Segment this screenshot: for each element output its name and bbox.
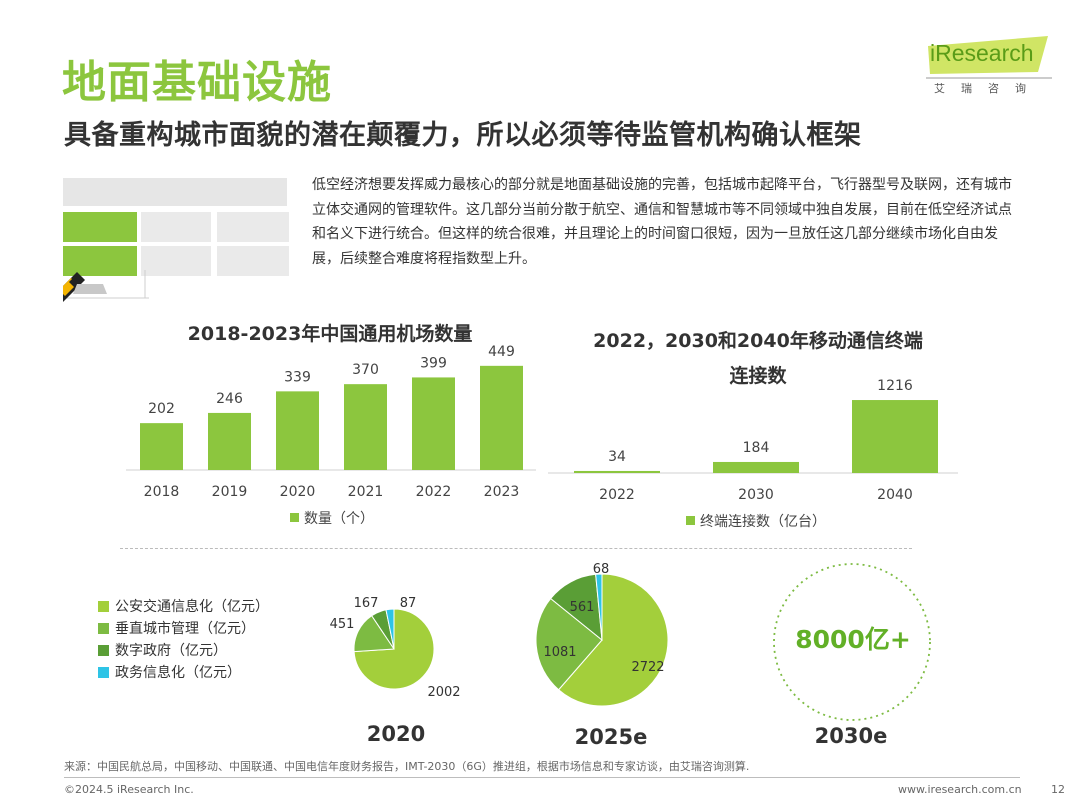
year-label-2025e: 2025e [574,725,648,749]
x-tick-label-2040: 2040 [877,487,913,503]
legend-swatch-gov [98,644,109,656]
bar-value-label-2022: 399 [420,355,447,371]
pie-label-2002: 2002 [427,685,460,700]
infrastructure-illustration [63,178,293,308]
page-number: 12 [1051,783,1065,796]
legend-item-traffic: 公安交通信息化（亿元） [98,596,269,616]
pie-slice-87 [385,608,395,650]
website-link[interactable]: www.iresearch.com.cn [898,783,1022,796]
iresearch-logo: iResearch 艾瑞咨询 [926,34,1052,98]
legend-label-city: 垂直城市管理（亿元） [115,621,255,637]
bar-value-label-2022: 34 [608,449,626,465]
pie-label-451: 451 [330,617,355,632]
legend-item-city: 垂直城市管理（亿元） [98,618,255,638]
year-label-2030e: 2030e [814,724,888,748]
airport-chart-title: 2018-2023年中国通用机场数量 [187,323,473,345]
bar-value-label-2030: 184 [743,440,770,456]
footer-divider [64,777,1020,778]
pie-chart-2025e: 2722 1081 561 68 [535,562,669,707]
barrier-icon [63,270,149,302]
x-tick-label-2023: 2023 [484,484,520,500]
legend-item-egov: 政务信息化（亿元） [98,662,241,682]
deco-gray-block-2 [217,212,289,242]
deco-gray-block-3 [141,246,211,276]
x-tick-label-2020: 2020 [280,484,316,500]
legend-swatch [686,516,695,525]
year-label-2020: 2020 [366,722,426,746]
logo-swoosh-icon [926,36,1052,79]
future-value: 8000亿+ [795,625,911,654]
legend-swatch-city [98,622,109,634]
logo-brand-text: iResearch [930,40,1034,66]
bar-2020 [276,391,319,470]
x-tick-label-2022: 2022 [416,484,452,500]
bar-value-label-2023: 449 [488,344,515,360]
legend-swatch-egov [98,666,109,678]
pie-label-2722: 2722 [631,660,664,675]
terminal-bar-chart: 34 2022 184 2030 1216 2040 终端连接数（亿台） [548,378,958,530]
pie-label-561: 561 [570,600,595,615]
section-divider [120,548,912,549]
bar-value-label-2018: 202 [148,401,175,417]
x-tick-label-2018: 2018 [144,484,180,500]
legend-item-gov: 数字政府（亿元） [98,640,227,660]
deco-gray-bar [63,178,287,206]
bar-2018 [140,423,183,470]
pie-label-167: 167 [354,596,379,611]
source-note: 来源：中国民航总局，中国移动、中国联通、中国电信年度财务报告，IMT-2030（… [64,760,750,773]
page-title: 地面基础设施 [62,57,332,108]
pie-slice-1081 [535,597,603,691]
bar-2040 [852,400,938,473]
legend-label: 数量（个） [304,511,374,527]
terminal-chart-title-line1: 2022，2030和2040年移动通信终端 [593,330,923,352]
bar-2030 [713,461,799,473]
x-tick-label-2030: 2030 [738,487,774,503]
bar-2019 [208,412,251,470]
airport-bar-chart: 202 2018 246 2019 339 2020 370 2021 399 2022 449 20… [126,344,536,527]
terminal-chart-title-line2: 连接数 [729,365,787,387]
deco-gray-block-1 [141,212,211,242]
intro-paragraph: 低空经济想要发挥威力最核心的部分就是地面基础设施的完善，包括城市起降平台，飞行器… [312,177,1012,267]
bar-2022 [412,377,455,470]
legend-label: 终端连接数（亿台） [700,513,826,530]
bar-2022 [574,470,660,473]
x-tick-label-2021: 2021 [348,484,384,500]
bar-value-label-2040: 1216 [877,378,913,394]
legend-swatch-traffic [98,600,109,612]
pie-label-1081: 1081 [543,645,576,660]
legend-swatch [290,513,299,522]
bar-value-label-2021: 370 [352,362,379,378]
pie-label-68: 68 [593,562,610,577]
pie-chart-2020: 2002 451 167 87 [330,596,461,700]
deco-gray-block-4 [217,246,289,276]
page-subtitle: 具备重构城市面貌的潜在颠覆力，所以必须等待监管机构确认框架 [64,120,862,151]
copyright: ©2024.5 iResearch Inc. [64,783,194,796]
bar-value-label-2019: 246 [216,391,243,407]
bar-2023 [480,365,523,470]
pie-label-87: 87 [400,596,417,611]
logo-chinese-text: 艾瑞咨询 [934,82,1042,95]
pie-slice-68 [595,573,603,641]
legend-label-egov: 政务信息化（亿元） [115,665,241,681]
future-circle [773,563,931,721]
x-tick-label-2022: 2022 [599,487,635,503]
deco-green-block-2 [63,246,137,276]
bar-2021 [344,384,387,470]
legend-label-traffic: 公安交通信息化（亿元） [115,599,269,615]
x-tick-label-2019: 2019 [212,484,248,500]
deco-green-block-1 [63,212,137,242]
pie-slice-2722 [557,573,669,707]
bar-value-label-2020: 339 [284,369,311,385]
legend-label-gov: 数字政府（亿元） [115,643,227,659]
